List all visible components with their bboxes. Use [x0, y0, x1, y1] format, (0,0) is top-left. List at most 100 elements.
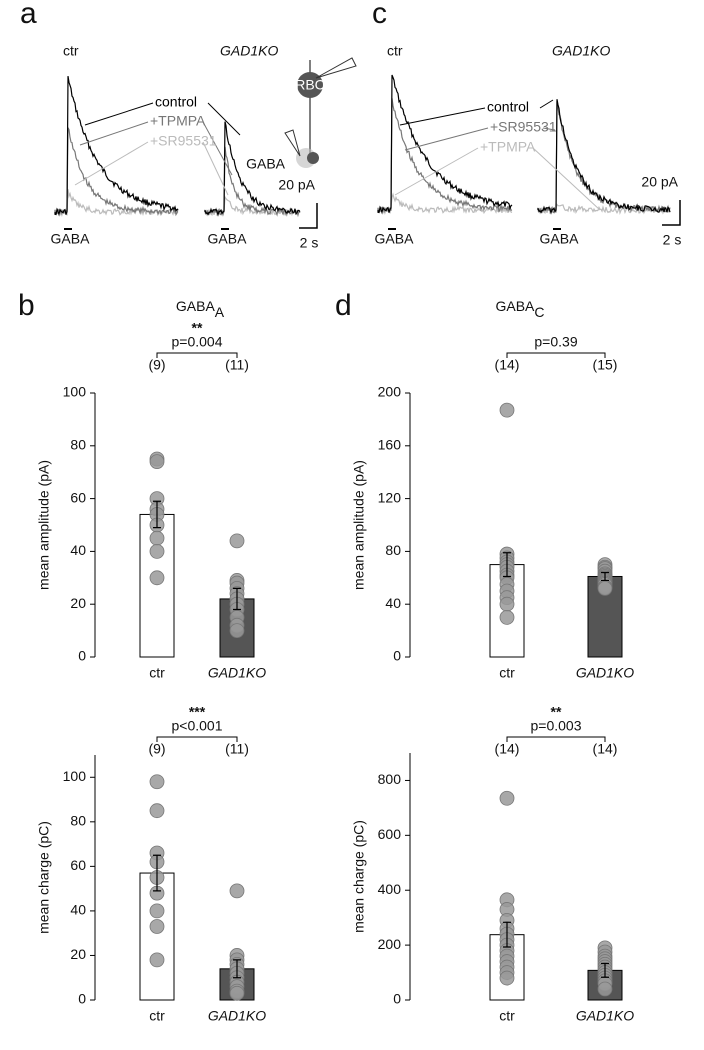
y-tick-label: 600 — [378, 826, 402, 842]
condition-label: ctr — [387, 43, 403, 59]
data-point — [229, 883, 245, 899]
data-point — [229, 985, 245, 1001]
title-subscript: C — [534, 304, 544, 320]
leader-line — [74, 141, 149, 186]
y-tick-label: 0 — [393, 991, 401, 1007]
significance-bracket — [506, 352, 606, 358]
leader-line — [542, 127, 556, 131]
significance-bracket — [156, 352, 238, 358]
p-value: p=0.004 — [172, 334, 223, 350]
current-trace — [377, 98, 513, 214]
leader-line — [399, 107, 486, 126]
current-trace — [537, 99, 671, 215]
current-trace — [54, 76, 179, 217]
y-tick-label: 0 — [393, 648, 401, 664]
y-tick-label: 400 — [378, 881, 402, 897]
leader-line — [394, 147, 479, 196]
panel-letter: c — [372, 0, 387, 30]
significance-stars: ** — [192, 320, 203, 336]
panel-title: GABAA — [176, 298, 225, 320]
n-label: (9) — [148, 741, 165, 757]
y-axis-label: mean amplitude (pA) — [36, 460, 52, 590]
x-tick-label: GAD1KO — [208, 1008, 266, 1024]
significance-stars: ** — [551, 704, 562, 720]
data-point — [499, 610, 515, 625]
legend-label: +SR95531 — [490, 119, 557, 135]
y-tick-label: 0 — [78, 991, 86, 1007]
y-tick-label: 40 — [70, 902, 86, 918]
title-subscript: A — [215, 304, 225, 320]
condition-label: GAD1KO — [220, 43, 278, 59]
terminal — [307, 152, 319, 164]
error-bar — [233, 959, 241, 979]
y-axis-label: mean amplitude (pA) — [351, 460, 367, 590]
panel-letter: b — [18, 289, 35, 322]
x-tick-label: ctr — [149, 1008, 165, 1024]
data-point — [499, 970, 515, 986]
cell-body — [297, 72, 323, 98]
legend-label: control — [487, 99, 529, 115]
data-point — [149, 774, 165, 790]
x-tick-label: GAD1KO — [576, 1008, 634, 1024]
legend-label: +TPMPA — [150, 113, 206, 129]
n-label: (9) — [148, 357, 165, 373]
x-tick-label: ctr — [149, 665, 165, 681]
data-point — [597, 981, 613, 997]
y-tick-label: 800 — [378, 771, 402, 787]
x-tick-label: GAD1KO — [208, 665, 266, 681]
y-tick-label: 200 — [378, 384, 402, 400]
scale-bar — [662, 200, 681, 226]
n-label: (11) — [225, 357, 249, 373]
stimulus-label: GABA — [208, 231, 248, 247]
scale-bar — [299, 203, 318, 229]
p-value: p=0.39 — [534, 334, 577, 350]
panel-letter: d — [335, 289, 352, 322]
legend-label: +TPMPA — [480, 139, 536, 155]
n-label: (14) — [495, 741, 520, 757]
error-bar — [503, 552, 511, 578]
data-point — [597, 580, 613, 596]
data-point — [149, 530, 165, 546]
y-tick-label: 20 — [70, 946, 86, 962]
error-bar — [153, 500, 161, 529]
recording-pipette — [315, 57, 357, 79]
leader-line — [539, 99, 554, 109]
x-tick-label: ctr — [499, 665, 515, 681]
p-value: p<0.001 — [172, 718, 223, 734]
data-point — [499, 790, 515, 806]
puff-pipette — [284, 129, 301, 157]
data-point — [149, 903, 165, 919]
significance-bracket — [156, 736, 238, 742]
current-trace — [377, 74, 513, 215]
legend-label: +SR95531 — [150, 133, 217, 149]
y-tick-label: 80 — [385, 542, 401, 558]
leader-line — [404, 127, 489, 151]
significance-bracket — [506, 736, 606, 742]
y-tick-label: 100 — [63, 768, 87, 784]
y-tick-label: 100 — [63, 384, 87, 400]
stimulus-label: GABA — [540, 231, 580, 247]
panel-letter: a — [20, 0, 37, 30]
n-label: (14) — [593, 741, 618, 757]
data-point — [499, 596, 515, 612]
data-point — [229, 623, 245, 638]
y-tick-label: 20 — [70, 595, 86, 611]
y-tick-label: 80 — [70, 437, 86, 453]
y-tick-label: 80 — [70, 813, 86, 829]
scale-y-label: 20 pA — [641, 174, 678, 190]
condition-label: GAD1KO — [552, 43, 610, 59]
y-axis-label: mean charge (pC) — [351, 820, 367, 933]
stimulus-label: GABA — [51, 231, 91, 247]
leader-line — [532, 147, 601, 211]
data-point — [229, 533, 245, 549]
data-point — [149, 919, 165, 934]
scale-y-label: 20 pA — [278, 177, 315, 193]
data-point — [149, 952, 165, 968]
leader-line — [202, 121, 233, 176]
n-label: (14) — [495, 357, 520, 373]
y-tick-label: 120 — [378, 489, 402, 505]
y-tick-label: 200 — [378, 936, 402, 952]
x-tick-label: GAD1KO — [576, 665, 634, 681]
